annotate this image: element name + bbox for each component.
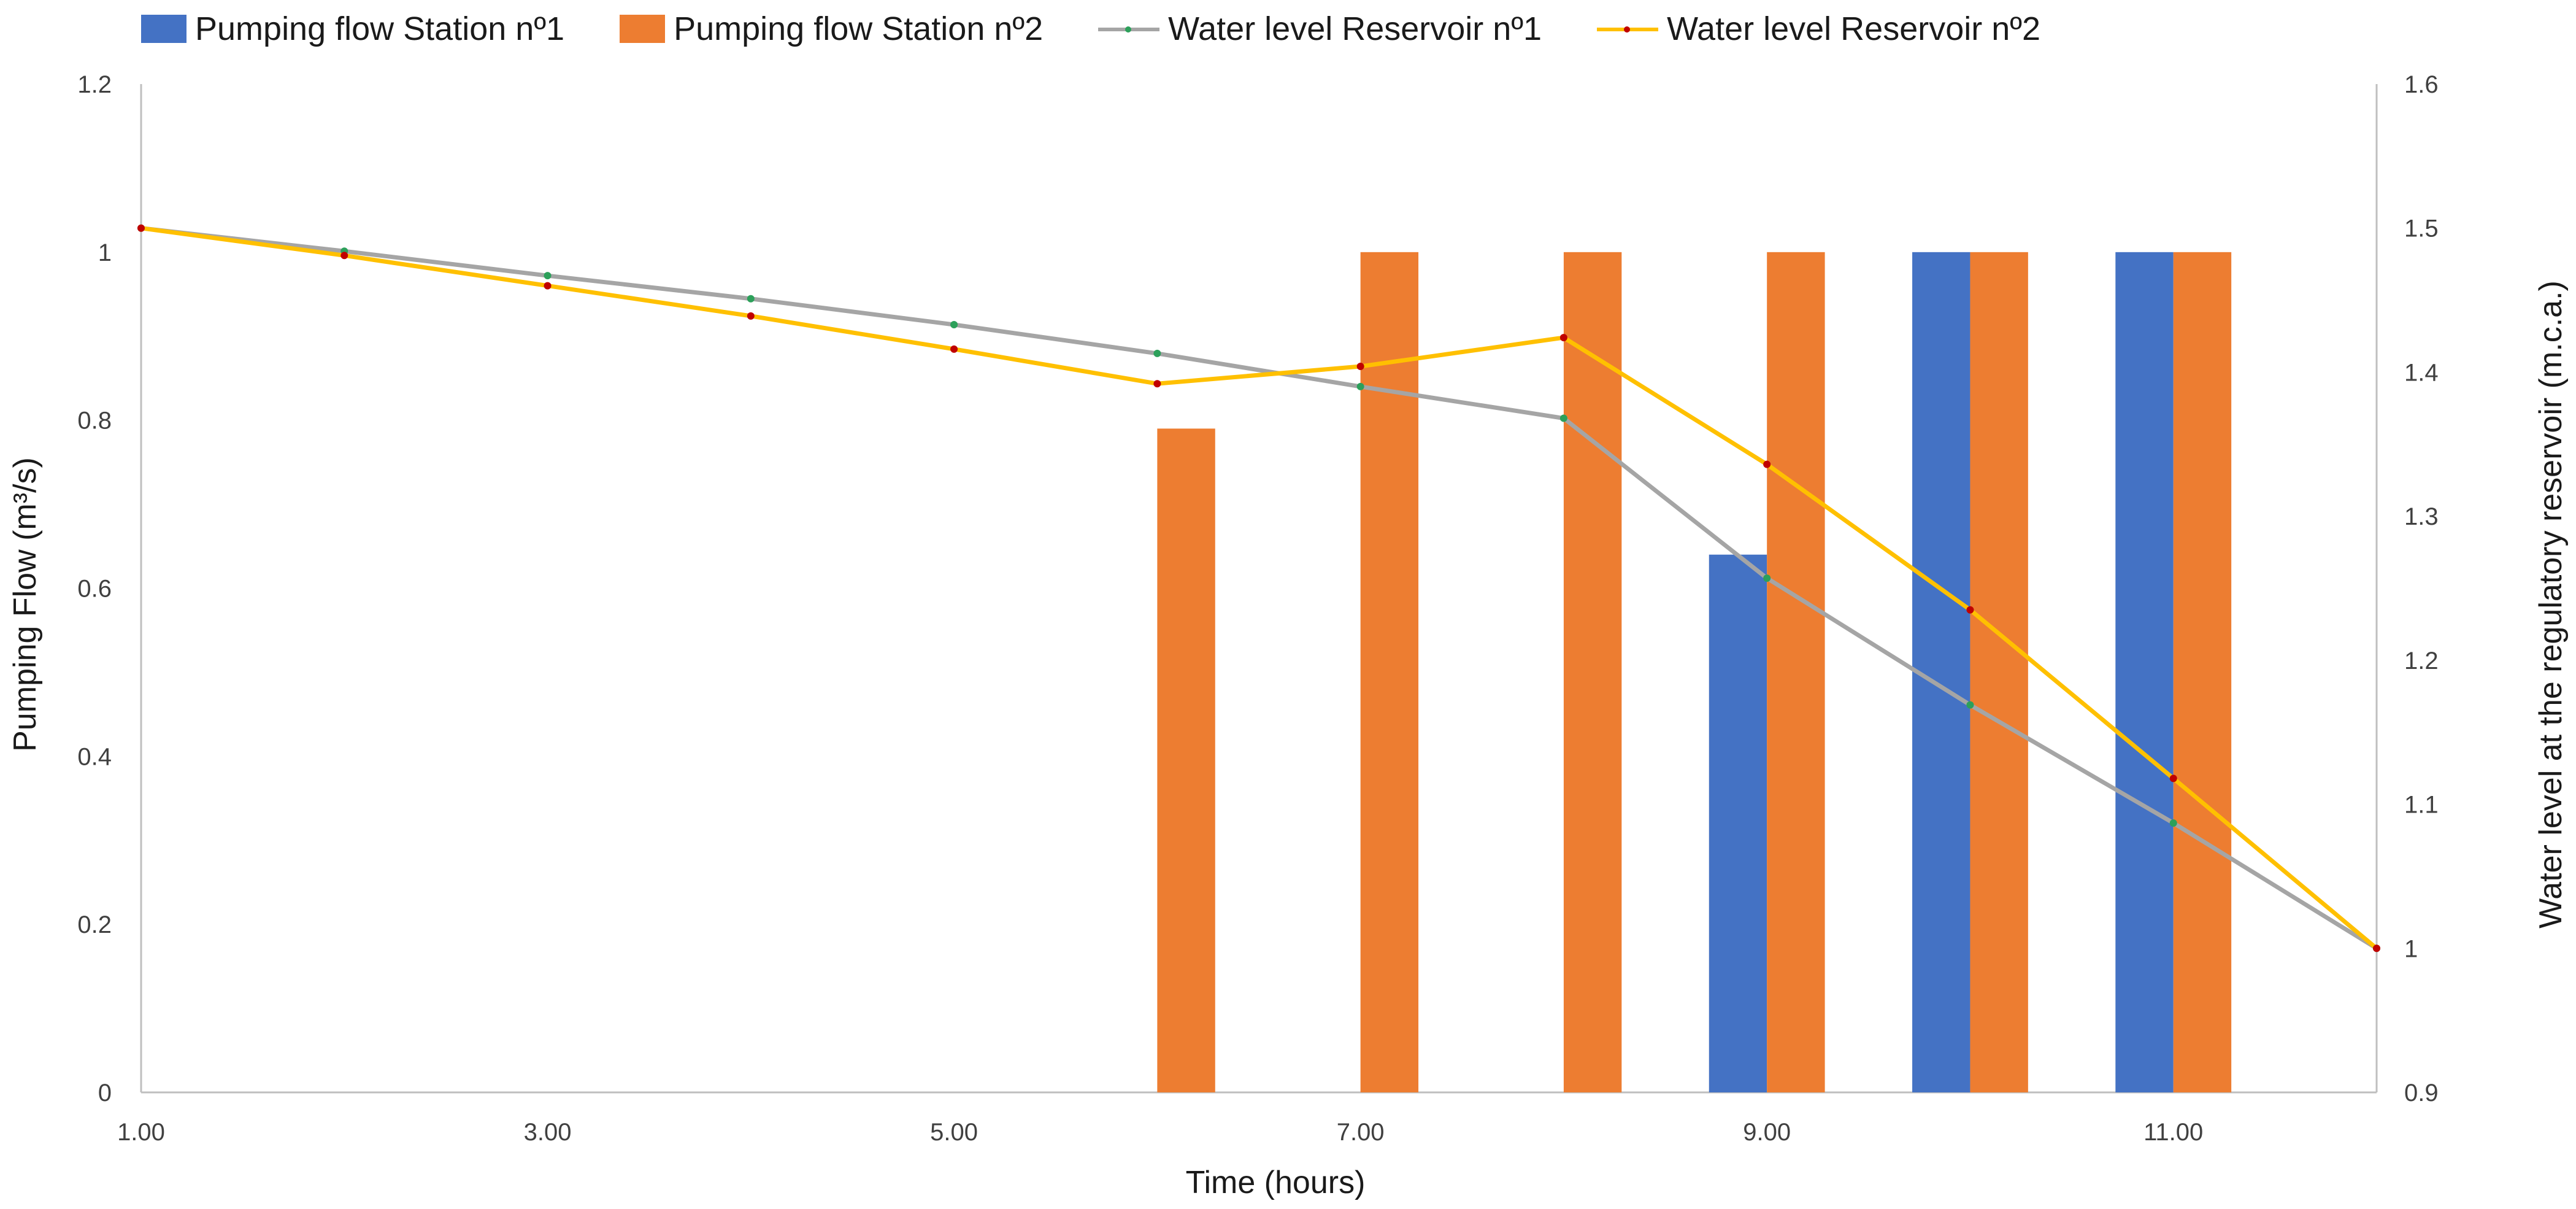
- lines: [137, 224, 2380, 952]
- legend-item-reservoir1: Water level Reservoir nº1: [1098, 10, 1542, 48]
- y2-tick-label: 1.4: [2404, 359, 2439, 386]
- legend-label-station2: Pumping flow Station nº2: [674, 10, 1044, 47]
- marker-reservoir1: [544, 272, 552, 280]
- legend-item-reservoir2: Water level Reservoir nº2: [1597, 10, 2040, 48]
- y2-tick-label: 0.9: [2404, 1080, 2439, 1107]
- y-tick-label: 0.2: [77, 911, 112, 938]
- legend-item-station1: Pumping flow Station nº1: [141, 10, 564, 48]
- legend-swatch-reservoir2: [1597, 15, 1659, 43]
- marker-reservoir2: [950, 345, 958, 353]
- marker-reservoir1: [2169, 819, 2177, 827]
- line-reservoir2: [140, 226, 2378, 950]
- bar-station1: [1912, 252, 1970, 1092]
- y-tick-label: 0: [98, 1080, 112, 1107]
- bar-station1: [2115, 252, 2174, 1092]
- x-tick-label: 11.00: [2143, 1119, 2203, 1146]
- legend-label-reservoir2: Water level Reservoir nº2: [1667, 10, 2041, 47]
- marker-reservoir1: [950, 320, 958, 328]
- legend: Pumping flow Station nº1 Pumping flow St…: [141, 7, 2096, 50]
- x-tick-label: 7.00: [1337, 1119, 1385, 1146]
- y2-tick-label: 1.3: [2404, 503, 2439, 530]
- marker-reservoir2: [1356, 363, 1364, 371]
- y2-tick-label: 1: [2404, 935, 2418, 962]
- line-reservoir1: [140, 226, 2378, 951]
- y-tick-label: 1: [98, 239, 112, 266]
- axes: [140, 84, 2378, 1094]
- marker-reservoir1: [1966, 701, 1974, 709]
- y-tick-label: 0.6: [77, 576, 112, 603]
- legend-swatch-station2: [620, 15, 666, 43]
- x-tick-label: 9.00: [1743, 1119, 1791, 1146]
- legend-label-station1: Pumping flow Station nº1: [195, 10, 565, 47]
- marker-reservoir2: [747, 312, 755, 320]
- y-axis-title: Pumping Flow (m³/s): [7, 457, 43, 752]
- marker-reservoir2: [1153, 380, 1161, 388]
- y2-axis-title: Water level at the regulatory reservoir …: [2533, 280, 2569, 929]
- marker-reservoir2: [1763, 460, 1771, 468]
- y2-tick-label: 1.1: [2404, 792, 2439, 819]
- bar-station2: [1563, 252, 1622, 1092]
- marker-reservoir2: [2373, 944, 2380, 952]
- y-tick-label: 1.2: [77, 71, 112, 98]
- marker-reservoir1: [1763, 574, 1771, 582]
- bars: [1157, 252, 2232, 1092]
- x-tick-label: 5.00: [930, 1119, 978, 1146]
- marker-reservoir1: [1559, 414, 1567, 422]
- ticks: 0 0.2 0.4 0.6 0.8 1 1.2 0.9 1 1.1 1.2 1.3 1.4 1.5 1.6 1…: [77, 71, 2438, 1146]
- bar-station2: [1767, 252, 1825, 1092]
- y2-tick-label: 1.6: [2404, 71, 2439, 98]
- marker-reservoir2: [137, 224, 145, 232]
- y2-tick-label: 1.5: [2404, 215, 2439, 242]
- legend-swatch-reservoir1: [1098, 15, 1160, 43]
- bar-station2: [1157, 428, 1215, 1092]
- legend-label-reservoir1: Water level Reservoir nº1: [1168, 10, 1542, 47]
- legend-swatch-station1: [141, 15, 186, 43]
- marker-reservoir1: [747, 295, 755, 303]
- y-tick-label: 0.4: [77, 743, 112, 770]
- y2-tick-label: 1.2: [2404, 647, 2439, 674]
- marker-reservoir2: [1966, 606, 1974, 614]
- marker-reservoir2: [544, 282, 552, 290]
- x-tick-label: 3.00: [524, 1119, 572, 1146]
- bar-station2: [1360, 252, 1419, 1092]
- marker-reservoir1: [1356, 382, 1364, 390]
- bar-station1: [1709, 554, 1767, 1092]
- y-tick-label: 0.8: [77, 408, 112, 435]
- marker-reservoir1: [1153, 349, 1161, 357]
- marker-reservoir2: [340, 252, 348, 260]
- bar-station2: [1970, 252, 2028, 1092]
- x-tick-label: 1.00: [117, 1119, 165, 1146]
- bar-station2: [2173, 252, 2232, 1092]
- marker-reservoir2: [2169, 774, 2177, 782]
- legend-item-station2: Pumping flow Station nº2: [620, 10, 1043, 48]
- x-axis-title: Time (hours): [1186, 1165, 1366, 1200]
- marker-reservoir2: [1559, 334, 1567, 342]
